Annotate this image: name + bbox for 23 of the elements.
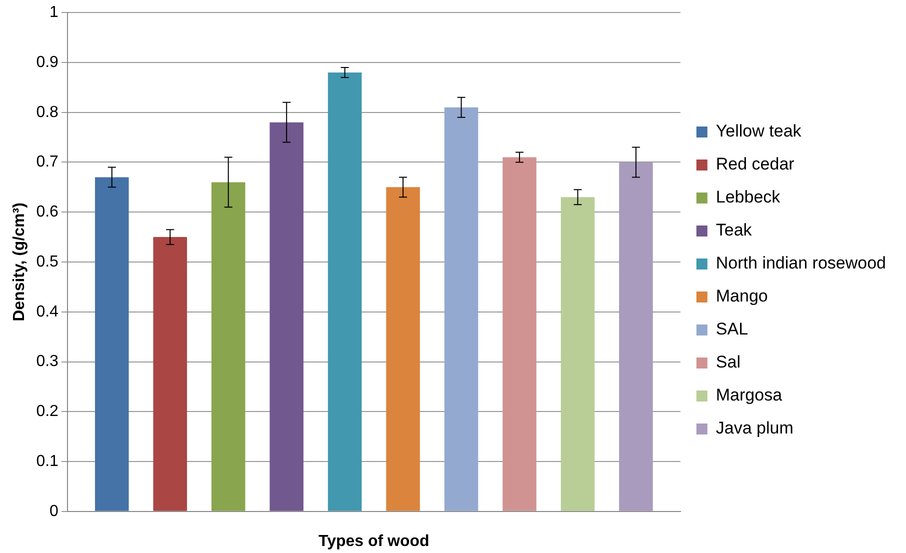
legend-label: Mango xyxy=(716,286,768,306)
y-tick-label: 1 xyxy=(50,4,59,22)
legend-label: North indian rosewood xyxy=(716,254,886,273)
y-tick-label: 0.3 xyxy=(36,353,59,370)
y-tick-label: 0.9 xyxy=(36,54,59,71)
x-axis-title: Types of wood xyxy=(318,532,430,550)
legend-label: Yellow teak xyxy=(716,122,802,141)
y-tick-label: 0.8 xyxy=(36,104,59,121)
legend-label: Java plum xyxy=(716,418,794,438)
legend-label: Lebbeck xyxy=(716,188,781,207)
legend-label: Margosa xyxy=(716,386,783,405)
y-axis-title: Density, (g/cm³) xyxy=(11,202,28,322)
legend-label: Teak xyxy=(716,220,752,240)
y-tick-label: 0.4 xyxy=(36,303,59,320)
legend-label: SAL xyxy=(716,320,748,339)
y-tick-label: 0.6 xyxy=(36,204,59,221)
y-tick-label: 0.1 xyxy=(36,452,59,470)
y-tick-label: 0 xyxy=(50,502,59,520)
y-tick-label: 0.5 xyxy=(36,253,59,270)
y-tick-label: 0.2 xyxy=(36,403,59,420)
legend-label: Red cedar xyxy=(716,154,795,174)
legend-label: Sal xyxy=(716,352,740,372)
y-tick-label: 0.7 xyxy=(36,154,59,171)
